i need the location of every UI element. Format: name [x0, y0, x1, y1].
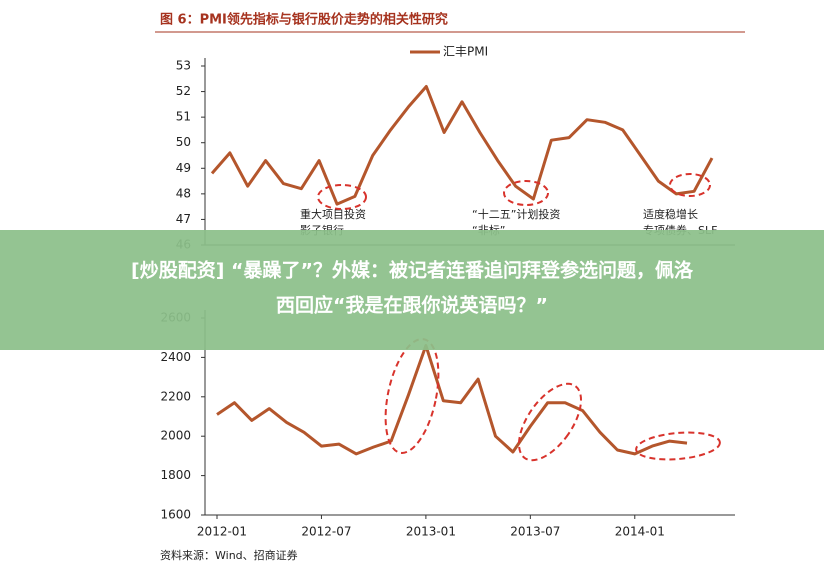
- legend-label: 汇丰PMI: [443, 45, 488, 59]
- y-tick-label: 2200: [160, 389, 191, 403]
- y-tick-label: 51: [176, 110, 191, 124]
- source: 资料来源：Wind、招商证券: [160, 548, 298, 562]
- y-tick-label: 52: [176, 84, 191, 98]
- y-tick-label: 49: [176, 161, 191, 175]
- banner-text: [炒股配资] “暴躁了”？外媒：被记者连番追问拜登参选问题，佩洛: [131, 259, 694, 282]
- chart-slf: 1600180020002200240026002012-012012-0720…: [160, 310, 735, 539]
- ellipse: [317, 184, 367, 210]
- y-tick-label: 1600: [160, 508, 191, 522]
- y-tick-label: 50: [176, 135, 191, 149]
- y-tick-label: 2400: [160, 350, 191, 364]
- y-tick-label: 48: [176, 186, 191, 200]
- series-line: [210, 85, 714, 206]
- ellipse: [503, 180, 549, 206]
- ellipse: [635, 431, 721, 461]
- y-tick-label: 2000: [160, 429, 191, 443]
- y-tick-label: 1800: [160, 468, 191, 482]
- x-tick-label: 2014-01: [615, 525, 665, 539]
- banner-text: 西回应“我是在跟你说英语吗？”: [276, 294, 548, 317]
- ellipse: [517, 382, 583, 462]
- banner: [0, 230, 824, 350]
- annotation: 重大项目投资: [300, 207, 366, 221]
- ellipse: [669, 173, 711, 197]
- annotation: 适度稳增长: [643, 207, 698, 221]
- x-tick-label: 2013-07: [510, 525, 560, 539]
- x-tick-label: 2012-01: [197, 525, 247, 539]
- y-tick-label: 53: [176, 59, 191, 73]
- y-tick-label: 47: [176, 212, 191, 226]
- x-tick-label: 2012-07: [301, 525, 351, 539]
- figure-title: 图 6：PMI领先指标与银行股价走势的相关性研究: [160, 12, 448, 28]
- series-line: [216, 344, 688, 456]
- annotation: “十二五”计划投资: [472, 207, 560, 221]
- x-tick-label: 2013-01: [406, 525, 456, 539]
